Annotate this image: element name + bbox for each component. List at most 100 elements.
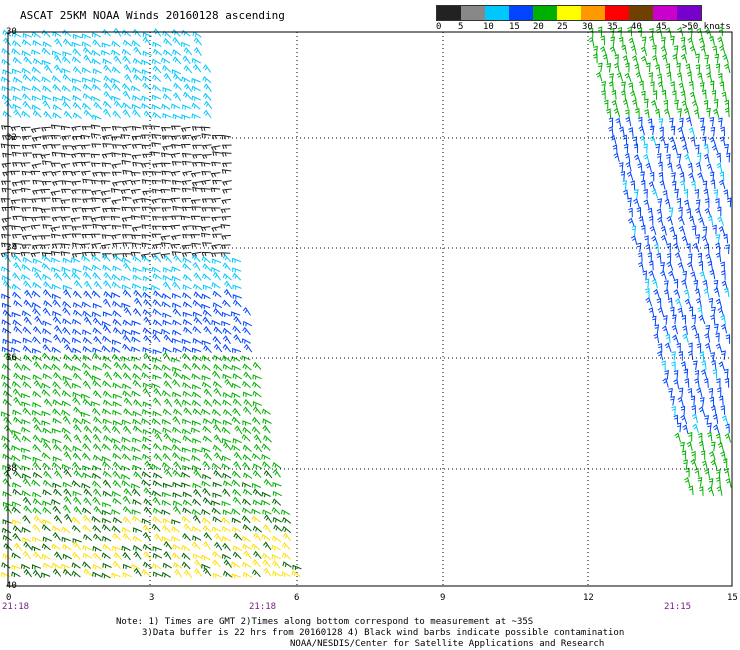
wind-barb-west <box>132 372 142 380</box>
wind-barb-west <box>252 488 262 497</box>
wind-barb-east <box>651 44 657 55</box>
wind-barb-west <box>3 542 13 551</box>
wind-barb-east <box>677 396 684 407</box>
wind-barb-west <box>72 161 82 167</box>
wind-barb-west <box>1 187 12 193</box>
wind-barb-west <box>21 216 32 222</box>
wind-barb-east <box>664 280 669 290</box>
wind-barb-west <box>71 337 82 344</box>
wind-barb-east <box>687 71 692 82</box>
wind-barb-west <box>102 100 112 109</box>
wind-barb-west <box>42 373 52 380</box>
wind-barb-east <box>606 62 612 73</box>
wind-barb-west <box>201 363 211 371</box>
wind-barb-west <box>2 491 12 497</box>
wind-barb-west <box>131 329 141 336</box>
wind-barb-west <box>162 30 172 38</box>
wind-barb-west <box>82 178 92 184</box>
wind-barb-west <box>151 418 161 426</box>
wind-barb-east <box>705 253 712 263</box>
wind-barb-west <box>132 255 142 263</box>
wind-barb-west <box>23 280 32 289</box>
wind-barb-west <box>83 370 92 379</box>
wind-barb-west <box>12 103 22 110</box>
wind-barb-west <box>142 327 152 335</box>
wind-barb-west <box>152 111 162 119</box>
wind-barb-west <box>42 160 52 165</box>
wind-barb-west <box>223 559 232 568</box>
wind-barb-east <box>645 243 651 254</box>
wind-barb-west <box>52 399 62 406</box>
wind-barb-west <box>31 266 42 273</box>
wind-barb-east <box>615 117 622 128</box>
wind-barb-west <box>151 198 161 204</box>
wind-barb-west <box>111 233 121 240</box>
wind-barb-west <box>70 170 81 177</box>
wind-barb-west <box>92 533 102 542</box>
wind-barb-west <box>134 297 143 307</box>
wind-barb-east <box>704 342 712 353</box>
wind-barb-west <box>203 83 212 92</box>
wind-barb-west <box>42 143 52 150</box>
wind-barb-west <box>112 532 122 541</box>
wind-barb-west <box>130 207 141 212</box>
wind-barb-west <box>32 401 42 408</box>
wind-barb-west <box>122 372 132 381</box>
wind-barb-west <box>242 363 252 371</box>
wind-barb-west <box>71 78 82 84</box>
wind-barb-west <box>11 429 21 436</box>
wind-barb-west <box>91 242 101 249</box>
wind-barb-east <box>683 459 688 470</box>
wind-barb-west <box>172 205 182 211</box>
wind-barb-west <box>152 254 162 263</box>
wind-barb-east <box>654 108 661 119</box>
wind-barb-west <box>192 63 202 73</box>
wind-barb-west <box>132 161 142 167</box>
wind-barb-west <box>2 464 12 471</box>
wind-barb-west <box>241 515 251 524</box>
wind-barb-west <box>202 418 213 425</box>
wind-barb-west <box>3 352 12 362</box>
wind-barb-west <box>53 272 63 281</box>
wind-barb-west <box>40 235 51 240</box>
wind-barb-west <box>3 253 12 263</box>
wind-barb-west <box>253 550 262 560</box>
wind-barb-west <box>242 444 252 452</box>
wind-barb-west <box>1 207 12 212</box>
wind-barb-west <box>201 133 211 138</box>
wind-barb-west <box>252 499 263 506</box>
wind-barb-west <box>223 570 233 578</box>
wind-barb-west <box>1 233 11 239</box>
wind-barb-west <box>2 553 12 560</box>
wind-barb-west <box>124 73 133 83</box>
wind-barb-west <box>113 371 122 380</box>
wind-barb-west <box>243 472 253 479</box>
wind-barb-west <box>162 482 173 488</box>
wind-barb-west <box>221 311 231 318</box>
wind-barb-west <box>62 145 72 150</box>
wind-barb-east <box>715 343 723 353</box>
wind-barb-east <box>720 451 726 461</box>
wind-barb-east <box>630 180 636 191</box>
wind-barb-west <box>130 188 141 195</box>
wind-barb-west <box>71 480 81 488</box>
wind-barb-west <box>112 300 122 308</box>
wind-barb-west <box>170 197 181 203</box>
wind-barb-west <box>102 264 112 272</box>
wind-barb-east <box>715 63 721 74</box>
wind-barb-west <box>131 483 141 489</box>
wind-barb-west <box>152 546 162 552</box>
wind-barb-west <box>21 465 31 471</box>
wind-barb-east <box>720 261 725 272</box>
wind-barb-west <box>221 234 231 240</box>
wind-barb-west <box>122 169 132 175</box>
wind-barb-west <box>142 36 151 46</box>
wind-barb-west <box>12 488 22 496</box>
wind-barb-west <box>212 572 222 579</box>
wind-barb-west <box>1 363 11 371</box>
wind-barb-west <box>154 432 163 442</box>
wind-barb-west <box>122 39 133 47</box>
wind-barb-west <box>151 58 162 65</box>
wind-barb-west <box>142 401 152 407</box>
wind-barb-west <box>62 543 72 551</box>
